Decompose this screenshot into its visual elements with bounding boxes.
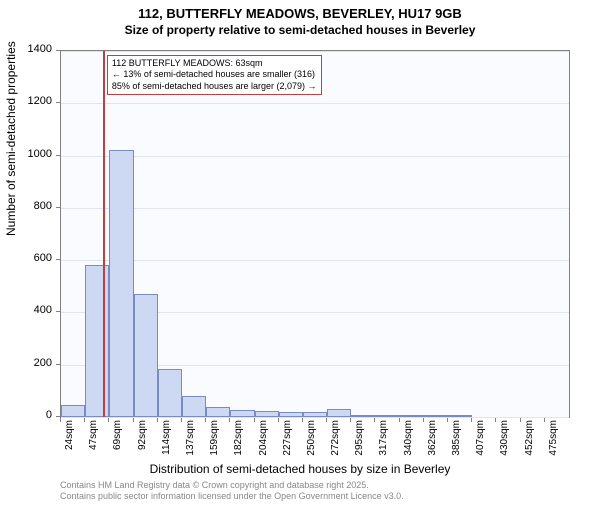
histogram-bar xyxy=(375,415,399,417)
x-tick-label: 295sqm xyxy=(354,420,365,460)
histogram-bar xyxy=(400,415,424,417)
x-tick-label: 272sqm xyxy=(330,420,341,460)
x-tick-mark xyxy=(374,418,375,422)
x-tick-mark xyxy=(447,418,448,422)
y-tick-label: 200 xyxy=(0,357,52,369)
x-tick-label: 47sqm xyxy=(88,420,99,460)
y-tick-mark xyxy=(56,259,60,260)
x-tick-label: 250sqm xyxy=(306,420,317,460)
annotation-line-3: 85% of semi-detached houses are larger (… xyxy=(112,81,317,92)
y-tick-label: 600 xyxy=(0,252,52,264)
x-tick-mark xyxy=(520,418,521,422)
gridline xyxy=(61,51,569,52)
x-tick-label: 430sqm xyxy=(499,420,510,460)
x-tick-mark xyxy=(133,418,134,422)
x-tick-label: 204sqm xyxy=(258,420,269,460)
histogram-bar xyxy=(303,412,327,417)
x-tick-label: 227sqm xyxy=(282,420,293,460)
x-tick-mark xyxy=(229,418,230,422)
x-axis-label: Distribution of semi-detached houses by … xyxy=(0,462,600,476)
footer-attribution: Contains HM Land Registry data © Crown c… xyxy=(60,480,404,502)
x-tick-mark xyxy=(278,418,279,422)
x-tick-mark xyxy=(326,418,327,422)
x-tick-label: 362sqm xyxy=(427,420,438,460)
x-tick-mark xyxy=(181,418,182,422)
x-tick-mark xyxy=(302,418,303,422)
chart-title-2: Size of property relative to semi-detach… xyxy=(0,23,600,37)
histogram-bar xyxy=(109,150,133,417)
x-tick-mark xyxy=(544,418,545,422)
y-tick-label: 1000 xyxy=(0,148,52,160)
annotation-box: 112 BUTTERFLY MEADOWS: 63sqm← 13% of sem… xyxy=(107,55,322,95)
gridline xyxy=(61,417,569,418)
gridline xyxy=(61,103,569,104)
annotation-line-1: 112 BUTTERFLY MEADOWS: 63sqm xyxy=(112,58,317,69)
x-tick-label: 137sqm xyxy=(185,420,196,460)
x-tick-label: 385sqm xyxy=(451,420,462,460)
chart-title-1: 112, BUTTERFLY MEADOWS, BEVERLEY, HU17 9… xyxy=(0,6,600,21)
histogram-bar xyxy=(85,265,109,417)
histogram-bar xyxy=(448,415,472,417)
x-tick-label: 114sqm xyxy=(161,420,172,460)
gridline xyxy=(61,260,569,261)
x-tick-label: 407sqm xyxy=(475,420,486,460)
x-tick-mark xyxy=(84,418,85,422)
histogram-bar xyxy=(158,369,182,417)
histogram-bar xyxy=(134,294,158,417)
x-tick-label: 69sqm xyxy=(112,420,123,460)
x-tick-label: 475sqm xyxy=(548,420,559,460)
x-tick-mark xyxy=(254,418,255,422)
gridline xyxy=(61,208,569,209)
x-tick-label: 340sqm xyxy=(403,420,414,460)
y-tick-label: 1400 xyxy=(0,43,52,55)
histogram-bar xyxy=(230,410,254,417)
histogram-bar xyxy=(61,405,85,417)
x-tick-label: 452sqm xyxy=(524,420,535,460)
y-tick-mark xyxy=(56,364,60,365)
y-tick-label: 400 xyxy=(0,304,52,316)
annotation-line-2: ← 13% of semi-detached houses are smalle… xyxy=(112,69,317,80)
y-tick-label: 1200 xyxy=(0,95,52,107)
histogram-bar xyxy=(206,407,230,417)
x-tick-mark xyxy=(399,418,400,422)
histogram-bar xyxy=(182,396,206,417)
x-tick-mark xyxy=(350,418,351,422)
histogram-bar xyxy=(351,415,375,417)
histogram-bar xyxy=(255,411,279,417)
histogram-bar xyxy=(279,412,303,417)
y-tick-mark xyxy=(56,311,60,312)
x-tick-mark xyxy=(157,418,158,422)
y-tick-label: 800 xyxy=(0,200,52,212)
x-tick-mark xyxy=(495,418,496,422)
x-tick-mark xyxy=(108,418,109,422)
chart-plot-area: 112 BUTTERFLY MEADOWS: 63sqm← 13% of sem… xyxy=(60,50,570,418)
y-tick-mark xyxy=(56,50,60,51)
x-tick-label: 317sqm xyxy=(378,420,389,460)
x-tick-mark xyxy=(423,418,424,422)
x-tick-label: 24sqm xyxy=(64,420,75,460)
y-tick-mark xyxy=(56,416,60,417)
x-tick-label: 182sqm xyxy=(233,420,244,460)
x-tick-mark xyxy=(471,418,472,422)
property-marker-line xyxy=(103,51,105,417)
footer-line-1: Contains HM Land Registry data © Crown c… xyxy=(60,480,404,491)
x-tick-mark xyxy=(205,418,206,422)
x-tick-label: 92sqm xyxy=(137,420,148,460)
histogram-bar xyxy=(424,415,448,417)
x-tick-label: 159sqm xyxy=(209,420,220,460)
y-tick-mark xyxy=(56,102,60,103)
y-tick-mark xyxy=(56,207,60,208)
y-tick-label: 0 xyxy=(0,409,52,421)
x-tick-mark xyxy=(60,418,61,422)
y-tick-mark xyxy=(56,155,60,156)
histogram-bar xyxy=(327,409,351,417)
gridline xyxy=(61,156,569,157)
